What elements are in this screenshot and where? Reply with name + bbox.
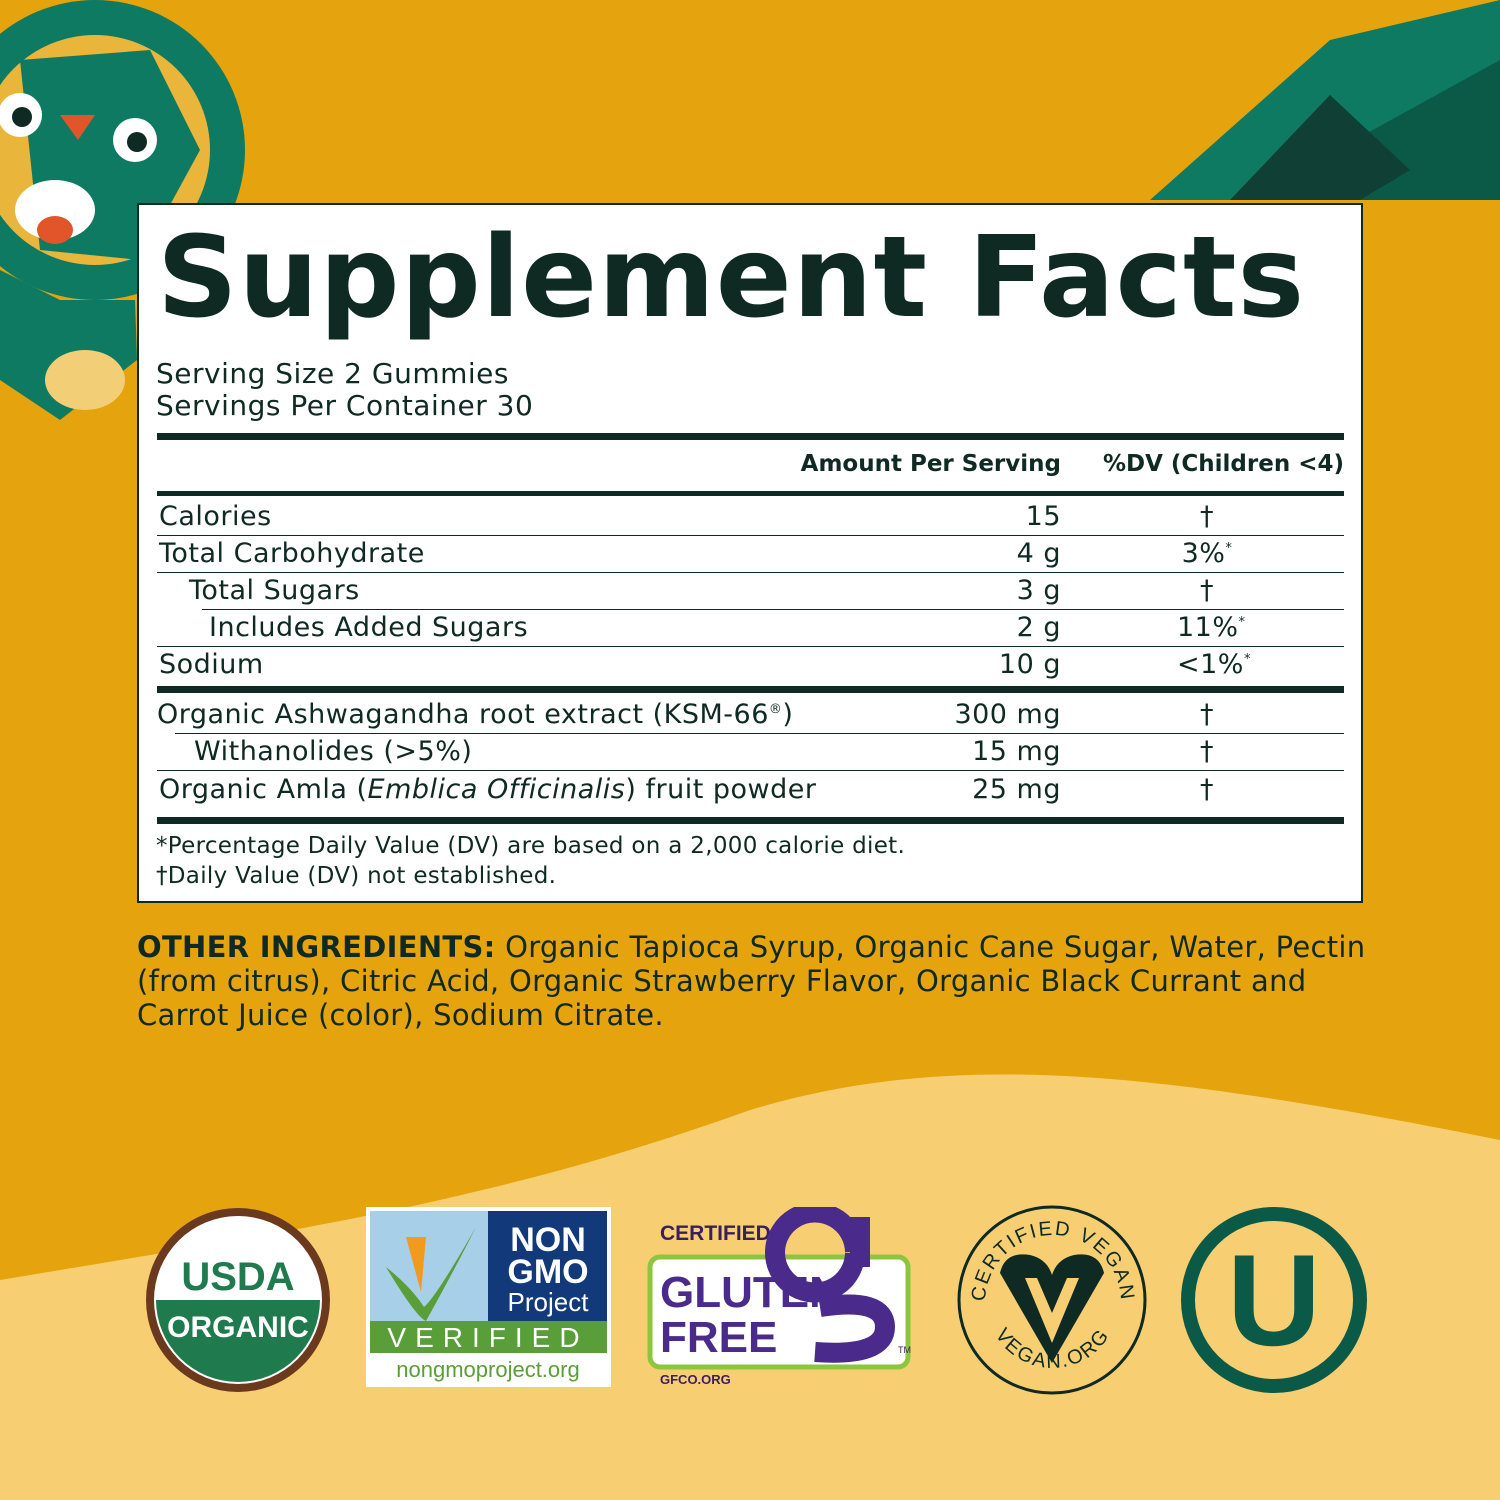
svg-text:Project: Project <box>508 1287 590 1317</box>
non-gmo-logo: NON GMO Project VERIFIED nongmoproject.o… <box>366 1207 611 1387</box>
table-row: Total Sugars 3 g † <box>157 573 1344 610</box>
row-label: Organic Amla (Emblica Officinalis) fruit… <box>159 774 817 805</box>
row-dv: † <box>1200 699 1214 730</box>
thick-rule <box>157 433 1344 440</box>
row-amount: 4 g <box>1016 538 1061 569</box>
header-dv: %DV (Children <4) <box>1102 451 1344 477</box>
other-ingredients-heading: OTHER INGREDIENTS: <box>137 930 496 964</box>
svg-text:NON: NON <box>510 1221 586 1259</box>
supplement-facts-panel: Supplement Facts Serving Size 2 Gummies … <box>137 203 1363 903</box>
thick-rule <box>157 686 1344 693</box>
table-row: Calories 15 † <box>157 499 1344 536</box>
table-row: Withanolides (>5%) 15 mg † <box>157 734 1344 771</box>
footnote-dv: *Percentage Daily Value (DV) are based o… <box>156 833 906 859</box>
certified-vegan-logo: CERTIFIED VEGAN VEGAN.ORG <box>957 1205 1147 1395</box>
table-row: Organic Ashwagandha root extract (KSM-66… <box>157 697 1344 734</box>
svg-text:USDA: USDA <box>181 1255 294 1299</box>
row-dv: 3%* <box>1181 538 1233 569</box>
usda-organic-logo: USDA ORGANIC <box>146 1208 330 1392</box>
servings-per-container: Servings Per Container 30 <box>156 389 534 422</box>
svg-text:ORGANIC: ORGANIC <box>167 1311 309 1344</box>
svg-text:U: U <box>1227 1227 1321 1373</box>
header-amount: Amount Per Serving <box>800 451 1061 477</box>
svg-text:FREE: FREE <box>660 1313 777 1362</box>
leaf-illustration <box>1150 0 1500 200</box>
row-label: Sodium <box>159 649 264 680</box>
row-label: Calories <box>159 501 272 532</box>
table-row: Includes Added Sugars 2 g 11%* <box>157 610 1344 647</box>
row-amount: 2 g <box>1016 612 1061 643</box>
table-row: Organic Amla (Emblica Officinalis) fruit… <box>157 772 1344 809</box>
row-amount: 10 g <box>998 649 1061 680</box>
svg-text:nongmoproject.org: nongmoproject.org <box>396 1357 579 1382</box>
table-row: Total Carbohydrate 4 g 3%* <box>157 536 1344 573</box>
thick-rule <box>157 817 1344 824</box>
row-label: Includes Added Sugars <box>209 612 529 643</box>
row-label: Total Carbohydrate <box>159 538 425 569</box>
row-label: Organic Ashwagandha root extract (KSM-66… <box>157 699 794 730</box>
row-label: Total Sugars <box>189 575 360 606</box>
row-dv: † <box>1200 774 1214 805</box>
panel-title: Supplement Facts <box>157 213 1306 343</box>
row-amount: 3 g <box>1016 575 1061 606</box>
row-dv: 11%* <box>1177 612 1246 643</box>
row-label: Withanolides (>5%) <box>194 736 473 767</box>
row-amount: 15 <box>1025 501 1061 532</box>
svg-text:CERTIFIED: CERTIFIED <box>660 1222 771 1245</box>
serving-size: Serving Size 2 Gummies <box>156 357 509 390</box>
row-dv: <1%* <box>1177 649 1251 680</box>
row-amount: 300 mg <box>954 699 1061 730</box>
row-dv: † <box>1200 736 1214 767</box>
other-ingredients: OTHER INGREDIENTS: Organic Tapioca Syrup… <box>137 930 1367 1032</box>
row-dv: † <box>1200 575 1214 606</box>
row-amount: 25 mg <box>972 774 1061 805</box>
row-dv: † <box>1200 501 1214 532</box>
thick-rule <box>157 491 1344 496</box>
kosher-logo: U <box>1181 1207 1367 1393</box>
table-row: Sodium 10 g <1%* <box>157 647 1344 684</box>
svg-text:GMO: GMO <box>507 1253 588 1291</box>
svg-text:VERIFIED: VERIFIED <box>387 1322 588 1353</box>
footnote-dagger: †Daily Value (DV) not established. <box>156 863 557 889</box>
gluten-free-logo: CERTIFIED GLUTEN FREE TM GFCO.ORG <box>647 1207 911 1387</box>
svg-text:GFCO.ORG: GFCO.ORG <box>660 1372 731 1387</box>
svg-text:TM: TM <box>898 1345 911 1355</box>
other-ingredients-text: Organic Tapioca Syrup, Organic Cane Suga… <box>137 930 1366 1032</box>
row-amount: 15 mg <box>972 736 1061 767</box>
